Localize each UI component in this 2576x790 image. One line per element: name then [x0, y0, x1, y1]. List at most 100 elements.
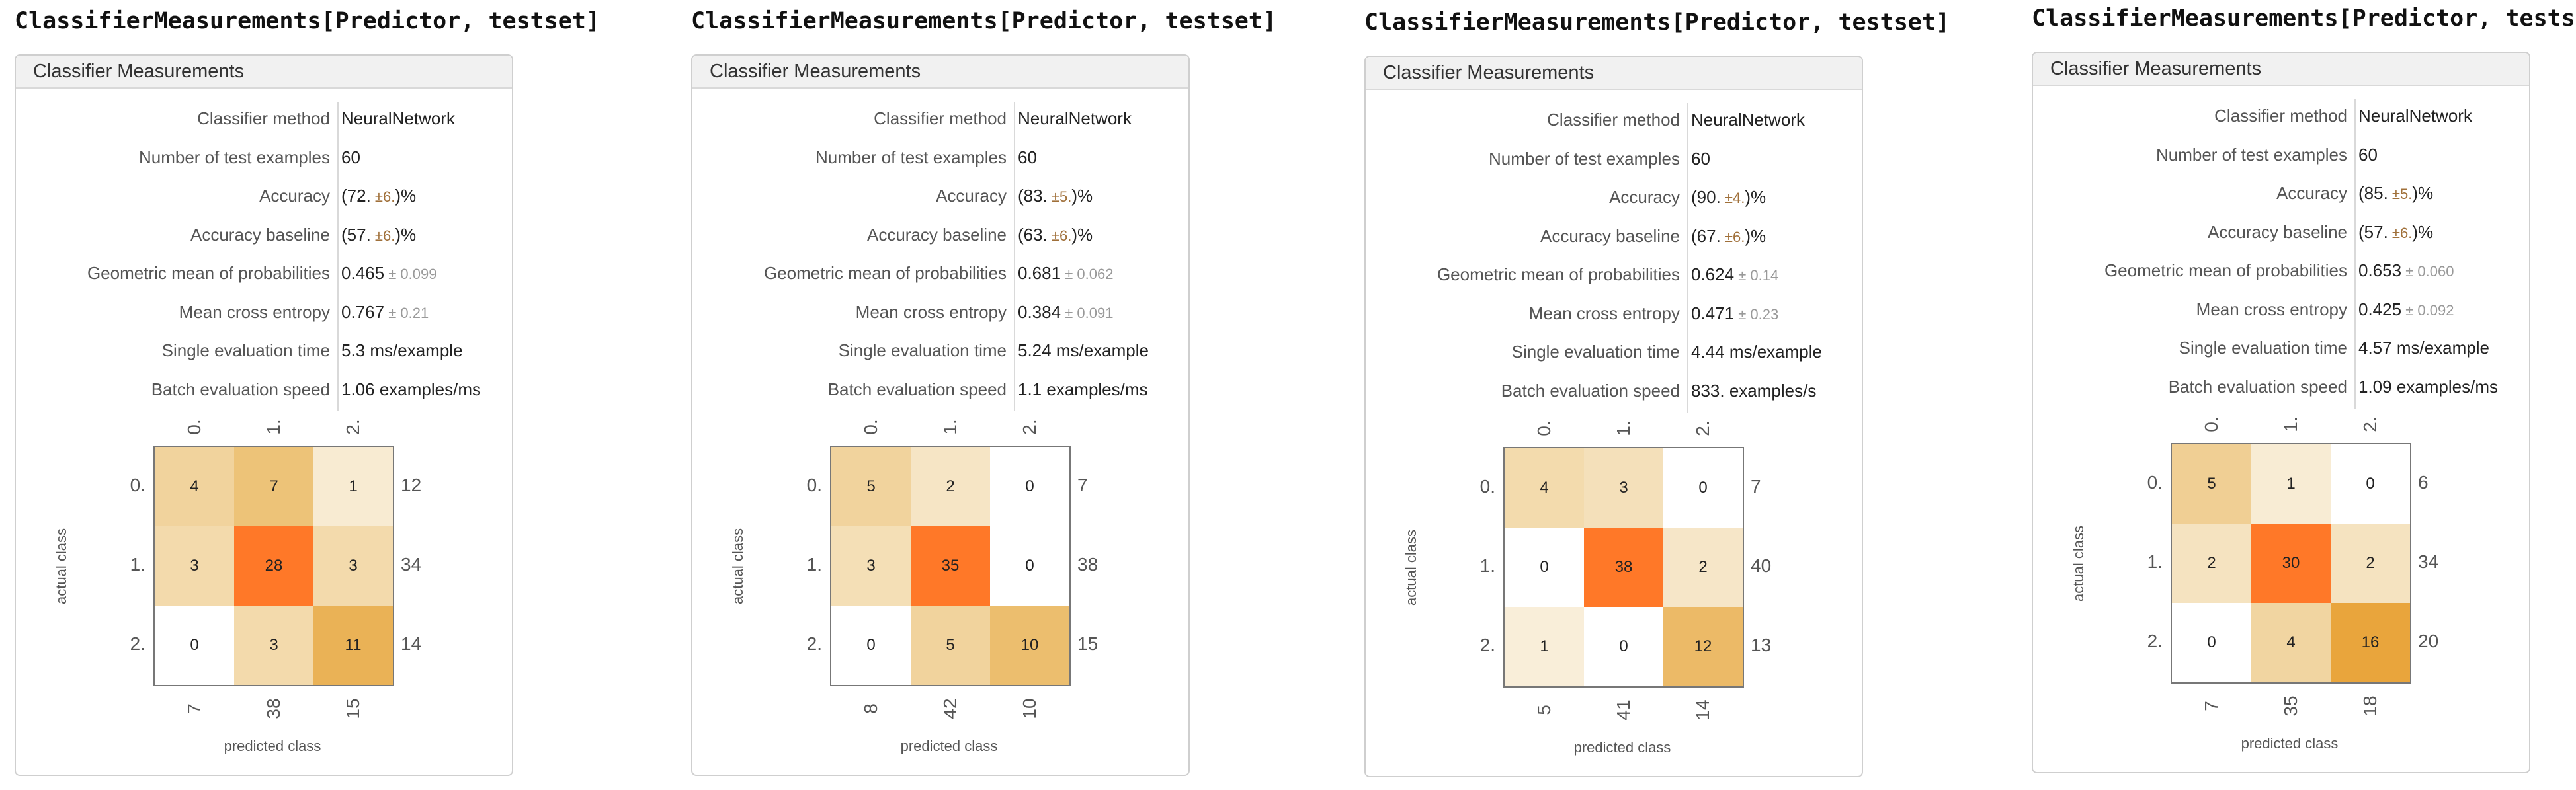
value-main: 0.681 [1018, 263, 1061, 283]
matrix-column-total: 35 [2280, 695, 2301, 717]
measurement-row: Number of test examples 60 [2033, 138, 2529, 177]
value-uncertainty: ± 0.21 [384, 304, 429, 321]
value-main: 833. examples/s [1691, 380, 1817, 401]
matrix-cell: 3 [831, 526, 911, 606]
measurement-row: Single evaluation time 5.24 ms/example [692, 334, 1188, 373]
value-tail: )% [1071, 186, 1093, 206]
measurement-value: NeuralNetwork [341, 108, 455, 129]
measurement-value: 0.425 ± 0.092 [2358, 299, 2454, 320]
matrix-row-total: 6 [2418, 472, 2429, 493]
value-main: 4.44 ms/example [1691, 342, 1822, 362]
measurement-value: 1.09 examples/ms [2358, 377, 2498, 397]
matrix-row-total: 15 [1077, 633, 1099, 654]
measurement-label: Classifier method [2214, 106, 2347, 126]
matrix-row-total: 7 [1077, 475, 1088, 495]
measurement-value: 833. examples/s [1691, 381, 1816, 401]
measurement-value: 5.3 ms/example [341, 340, 463, 361]
matrix-row-label: 0. [130, 475, 145, 495]
matrix-column-label: 2. [2360, 416, 2380, 432]
matrix-row-total: 13 [1751, 635, 1772, 655]
value-main: 0.653 [2358, 260, 2402, 280]
measurement-label: Accuracy [2276, 183, 2347, 203]
matrix-column-label: 0. [860, 419, 881, 435]
measurement-label: Batch evaluation speed [1501, 380, 1680, 401]
confusion-matrix: 5 1 0 2 30 2 0 4 16 [2171, 443, 2411, 684]
measurement-value: (57. ±6.)% [2358, 222, 2433, 243]
value-uncertainty: ± 0.062 [1061, 266, 1114, 282]
classifier-panel: ClassifierMeasurements[Predictor, testse… [1364, 1, 1950, 790]
measurement-label: Classifier method [1547, 110, 1680, 130]
value-main: NeuralNetwork [1018, 108, 1132, 128]
measurement-value: 1.06 examples/ms [341, 379, 481, 400]
matrix-cell: 12 [1663, 607, 1743, 686]
matrix-cell: 30 [2251, 524, 2331, 603]
matrix-row-total: 34 [401, 554, 422, 574]
measurement-value: 60 [1691, 149, 1710, 169]
classifier-measurements-box: Classifier Measurements Classifier method… [2032, 52, 2530, 773]
measurement-label: Geometric mean of probabilities [1436, 264, 1680, 284]
value-uncertainty: ± 0.092 [2401, 301, 2454, 319]
matrix-cell: 0 [2331, 444, 2410, 524]
measurement-label: Mean cross entropy [1528, 303, 1680, 323]
measurement-row: Mean cross entropy 0.471 ± 0.23 [1366, 297, 1862, 336]
value-uncertainty: ± 0.060 [2401, 263, 2454, 280]
measurement-value: 1.1 examples/ms [1018, 379, 1148, 400]
matrix-cell: 5 [831, 447, 911, 526]
matrix-cell: 10 [990, 606, 1069, 685]
value-main: 1.1 examples/ms [1018, 379, 1148, 399]
matrix-cell: 11 [313, 606, 393, 685]
matrix-row-label: 1. [1479, 555, 1495, 576]
measurement-row: Classifier method NeuralNetwork [16, 102, 512, 141]
measurement-value: NeuralNetwork [1018, 108, 1132, 129]
matrix-cell: 0 [2172, 603, 2251, 682]
measurements-table: Classifier method NeuralNetwork Number of … [692, 102, 1188, 411]
matrix-cell: 1 [2251, 444, 2331, 524]
matrix-column-label: 2. [343, 419, 363, 435]
matrix-cell: 4 [155, 447, 234, 526]
measurement-row: Single evaluation time 4.44 ms/example [1366, 335, 1862, 374]
measurement-row: Geometric mean of probabilities 0.653 ± 0… [2033, 254, 2529, 293]
measurement-label: Accuracy baseline [1540, 225, 1680, 246]
value-uncertainty: ±5. [2388, 186, 2413, 202]
value-main: (57. [2358, 221, 2388, 242]
classifier-measurements-box: Classifier Measurements Classifier method… [15, 54, 513, 776]
value-uncertainty: ±6. [370, 227, 395, 244]
measurement-value: 0.681 ± 0.062 [1018, 263, 1113, 284]
measurement-row: Classifier method NeuralNetwork [692, 102, 1188, 141]
matrix-cell: 4 [1505, 448, 1584, 528]
measurement-value: 0.767 ± 0.21 [341, 302, 429, 323]
matrix-cell: 38 [1584, 528, 1663, 607]
measurement-row: Accuracy baseline (57. ±6.)% [2033, 216, 2529, 255]
value-main: (85. [2358, 183, 2388, 203]
measurement-row: Geometric mean of probabilities 0.624 ± 0… [1366, 258, 1862, 297]
measurements-table: Classifier method NeuralNetwork Number of … [16, 102, 512, 411]
measurement-value: 5.24 ms/example [1018, 340, 1149, 361]
classifier-panel: ClassifierMeasurements[Predictor, testse… [2032, 0, 2576, 786]
value-main: 0.471 [1691, 303, 1735, 323]
matrix-column-total: 7 [2201, 701, 2222, 711]
matrix-row-label: 0. [1479, 476, 1495, 496]
value-tail: )% [395, 224, 417, 245]
input-code-title: ClassifierMeasurements[Predictor, testse… [691, 8, 1277, 34]
matrix-cell: 2 [2331, 524, 2410, 603]
box-header-title: Classifier Measurements [2033, 53, 2529, 86]
measurement-label: Single evaluation time [838, 340, 1007, 360]
matrix-row-total: 7 [1751, 476, 1761, 496]
measurement-row: Batch evaluation speed 1.1 examples/ms [692, 373, 1188, 412]
measurement-value: 60 [2358, 145, 2378, 165]
measurement-label: Accuracy baseline [190, 224, 330, 245]
measurement-row: Accuracy (72. ±6.)% [16, 179, 512, 218]
measurement-row: Accuracy (85. ±5.)% [2033, 177, 2529, 216]
measurement-value: (67. ±6.)% [1691, 226, 1766, 247]
matrix-column-total: 7 [184, 703, 204, 714]
matrix-cell: 2 [2172, 524, 2251, 603]
measurement-label: Mean cross entropy [179, 301, 330, 322]
value-main: NeuralNetwork [341, 108, 455, 128]
confusion-matrix: 5 2 0 3 35 0 0 5 10 [830, 446, 1071, 686]
measurement-row: Mean cross entropy 0.384 ± 0.091 [692, 296, 1188, 335]
value-tail: )% [395, 186, 417, 206]
matrix-cell: 3 [234, 606, 313, 685]
matrix-column-label: 1. [940, 419, 960, 435]
input-code-title: ClassifierMeasurements[Predictor, testse… [2032, 5, 2576, 32]
measurement-label: Geometric mean of probabilities [2104, 260, 2347, 280]
